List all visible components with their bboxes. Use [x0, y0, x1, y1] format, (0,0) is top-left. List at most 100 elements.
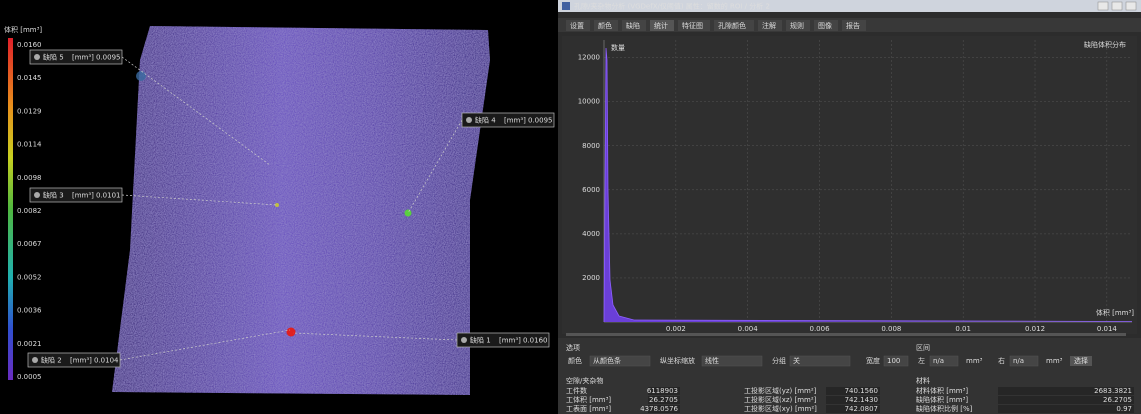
colorbar-tick-label: 0.0067 — [17, 240, 42, 248]
callout-unit: [mm³] — [72, 192, 94, 200]
callout-value: 0.0101 — [96, 192, 121, 200]
stat-label: 工表面 [mm²] — [566, 404, 611, 413]
scrollbar[interactable] — [566, 333, 1126, 336]
right-value: n/a — [1013, 357, 1024, 365]
tab-label: 统计 — [654, 21, 668, 30]
stat-value: 742.0807 — [845, 405, 878, 413]
y-tick-label: 4000 — [582, 230, 600, 238]
callout-value: 0.0160 — [523, 337, 548, 345]
x-tick-label: 0.008 — [881, 325, 901, 333]
x-tick-label: 0.01 — [955, 325, 971, 333]
stats-title: 空隙/夹杂物 — [566, 376, 603, 385]
stat-value: 26.2705 — [1103, 396, 1132, 404]
specimen-render — [112, 26, 490, 395]
callout-unit: [mm³] — [504, 117, 526, 125]
select-button: 选择 — [1074, 356, 1088, 365]
stat-label: 工体积 [mm³] — [566, 395, 611, 404]
color-label: 颜色 — [568, 356, 582, 365]
stat-value: 4378.0576 — [640, 405, 678, 413]
scale-label: 纵坐标缩放 — [660, 356, 695, 365]
colorbar — [8, 38, 13, 380]
colorbar-tick-label: 0.0082 — [17, 207, 42, 215]
callout-value: 0.0095 — [528, 117, 553, 125]
left-value: n/a — [933, 357, 944, 365]
stat-label: 工件数 — [566, 386, 587, 395]
callout-label: 缺陷 3 — [43, 191, 64, 200]
callout-label: 缺陷 1 — [470, 336, 491, 345]
tab-label: 颜色 — [598, 21, 612, 30]
left-label: 左 — [918, 356, 925, 365]
chart-area — [562, 36, 1137, 334]
screen: 体积 [mm³]0.01600.01450.01290.01140.00980.… — [0, 0, 1141, 414]
y-tick-label: 12000 — [578, 54, 600, 62]
stat-value: 0.97 — [1116, 405, 1132, 413]
y-tick-label: 2000 — [582, 274, 600, 282]
color-value: 从颜色条 — [593, 356, 621, 365]
tab-label: 孔隙颜色 — [718, 21, 746, 30]
colorbar-tick-label: 0.0160 — [17, 41, 42, 49]
callout-icon — [34, 54, 40, 60]
x-tick-label: 0.012 — [1025, 325, 1045, 333]
y-tick-label: 8000 — [582, 142, 600, 150]
material-title: 材料 — [916, 376, 930, 385]
stat-label: 材料体积 [mm³] — [916, 386, 968, 395]
tab-label: 缺陷 — [626, 21, 640, 30]
stat-label: 工投影区域(xy) [mm²] — [744, 404, 817, 413]
window-title: 孔隙/夹杂物分析 (VGDefX/仅阈值) 属性：留数的 ROI / 分析 2 — [574, 2, 770, 11]
callout-unit: [mm³] — [70, 357, 92, 365]
defect-1-spot — [287, 328, 296, 337]
stat-label: 缺陷体积比例 [%] — [916, 404, 973, 413]
stat-value: 6118903 — [647, 387, 678, 395]
x-tick-label: 0.014 — [1097, 325, 1118, 333]
callout-icon — [32, 357, 38, 363]
tab-label: 注解 — [762, 21, 776, 30]
close-button[interactable] — [1126, 2, 1136, 10]
callout-label: 缺陷 4 — [475, 116, 496, 125]
page: 体积 [mm³]0.01600.01450.01290.01140.00980.… — [0, 0, 1141, 414]
x-tick-label: 0.006 — [809, 325, 830, 333]
callout-value: 0.0104 — [94, 357, 119, 365]
x-tick-label: 0.002 — [666, 325, 686, 333]
tab-label: 设置 — [570, 21, 584, 30]
y-tick-label: 10000 — [578, 98, 600, 106]
colorbar-tick-label: 0.0021 — [17, 340, 42, 348]
minimize-button[interactable] — [1098, 2, 1108, 10]
colorbar-title: 体积 [mm³] — [4, 25, 42, 34]
tab-label: 特征图 — [682, 21, 703, 30]
tab-label: 图像 — [818, 21, 832, 30]
stat-value: 26.2705 — [649, 396, 678, 404]
defect-spot — [136, 71, 146, 81]
callout-label: 缺陷 2 — [41, 356, 62, 365]
callout-icon — [466, 117, 472, 123]
tab-label: 报告 — [846, 21, 860, 30]
colorbar-tick-label: 0.0145 — [17, 74, 42, 82]
callout-unit: [mm³] — [72, 54, 94, 62]
y-axis-label: 数量 — [611, 43, 625, 52]
x-axis-label: 体积 [mm³] — [1096, 308, 1134, 317]
stat-label: 工投影区域(xz) [mm²] — [744, 395, 817, 404]
range-title: 区间 — [916, 344, 930, 352]
stat-value: 740.1560 — [845, 387, 878, 395]
width-label: 宽度 — [866, 356, 880, 365]
colorbar-tick-label: 0.0052 — [17, 273, 42, 281]
callout-unit: [mm³] — [499, 337, 521, 345]
chart-title: 缺陷体积分布 — [1084, 40, 1126, 49]
right-label: 右 — [998, 356, 1005, 365]
colorbar-tick-label: 0.0036 — [17, 307, 42, 315]
maximize-button[interactable] — [1112, 2, 1122, 10]
colorbar-tick-label: 0.0098 — [17, 174, 42, 182]
colorbar-tick-label: 0.0114 — [17, 141, 42, 149]
group-label: 分组 — [772, 356, 786, 365]
callout-label: 缺陷 5 — [43, 53, 64, 62]
y-tick-label: 6000 — [582, 186, 600, 194]
right-unit: mm³ — [1046, 357, 1063, 365]
width-value: 100 — [887, 357, 900, 365]
title: 选项 — [566, 343, 580, 352]
app-icon — [562, 2, 570, 10]
callout-icon — [34, 192, 40, 198]
scale-value: 线性 — [705, 356, 719, 365]
colorbar-tick-label: 0.0005 — [17, 373, 42, 381]
x-tick-label: 0.004 — [738, 325, 759, 333]
callout-value: 0.0095 — [96, 54, 121, 62]
group-value: 关 — [793, 356, 800, 365]
